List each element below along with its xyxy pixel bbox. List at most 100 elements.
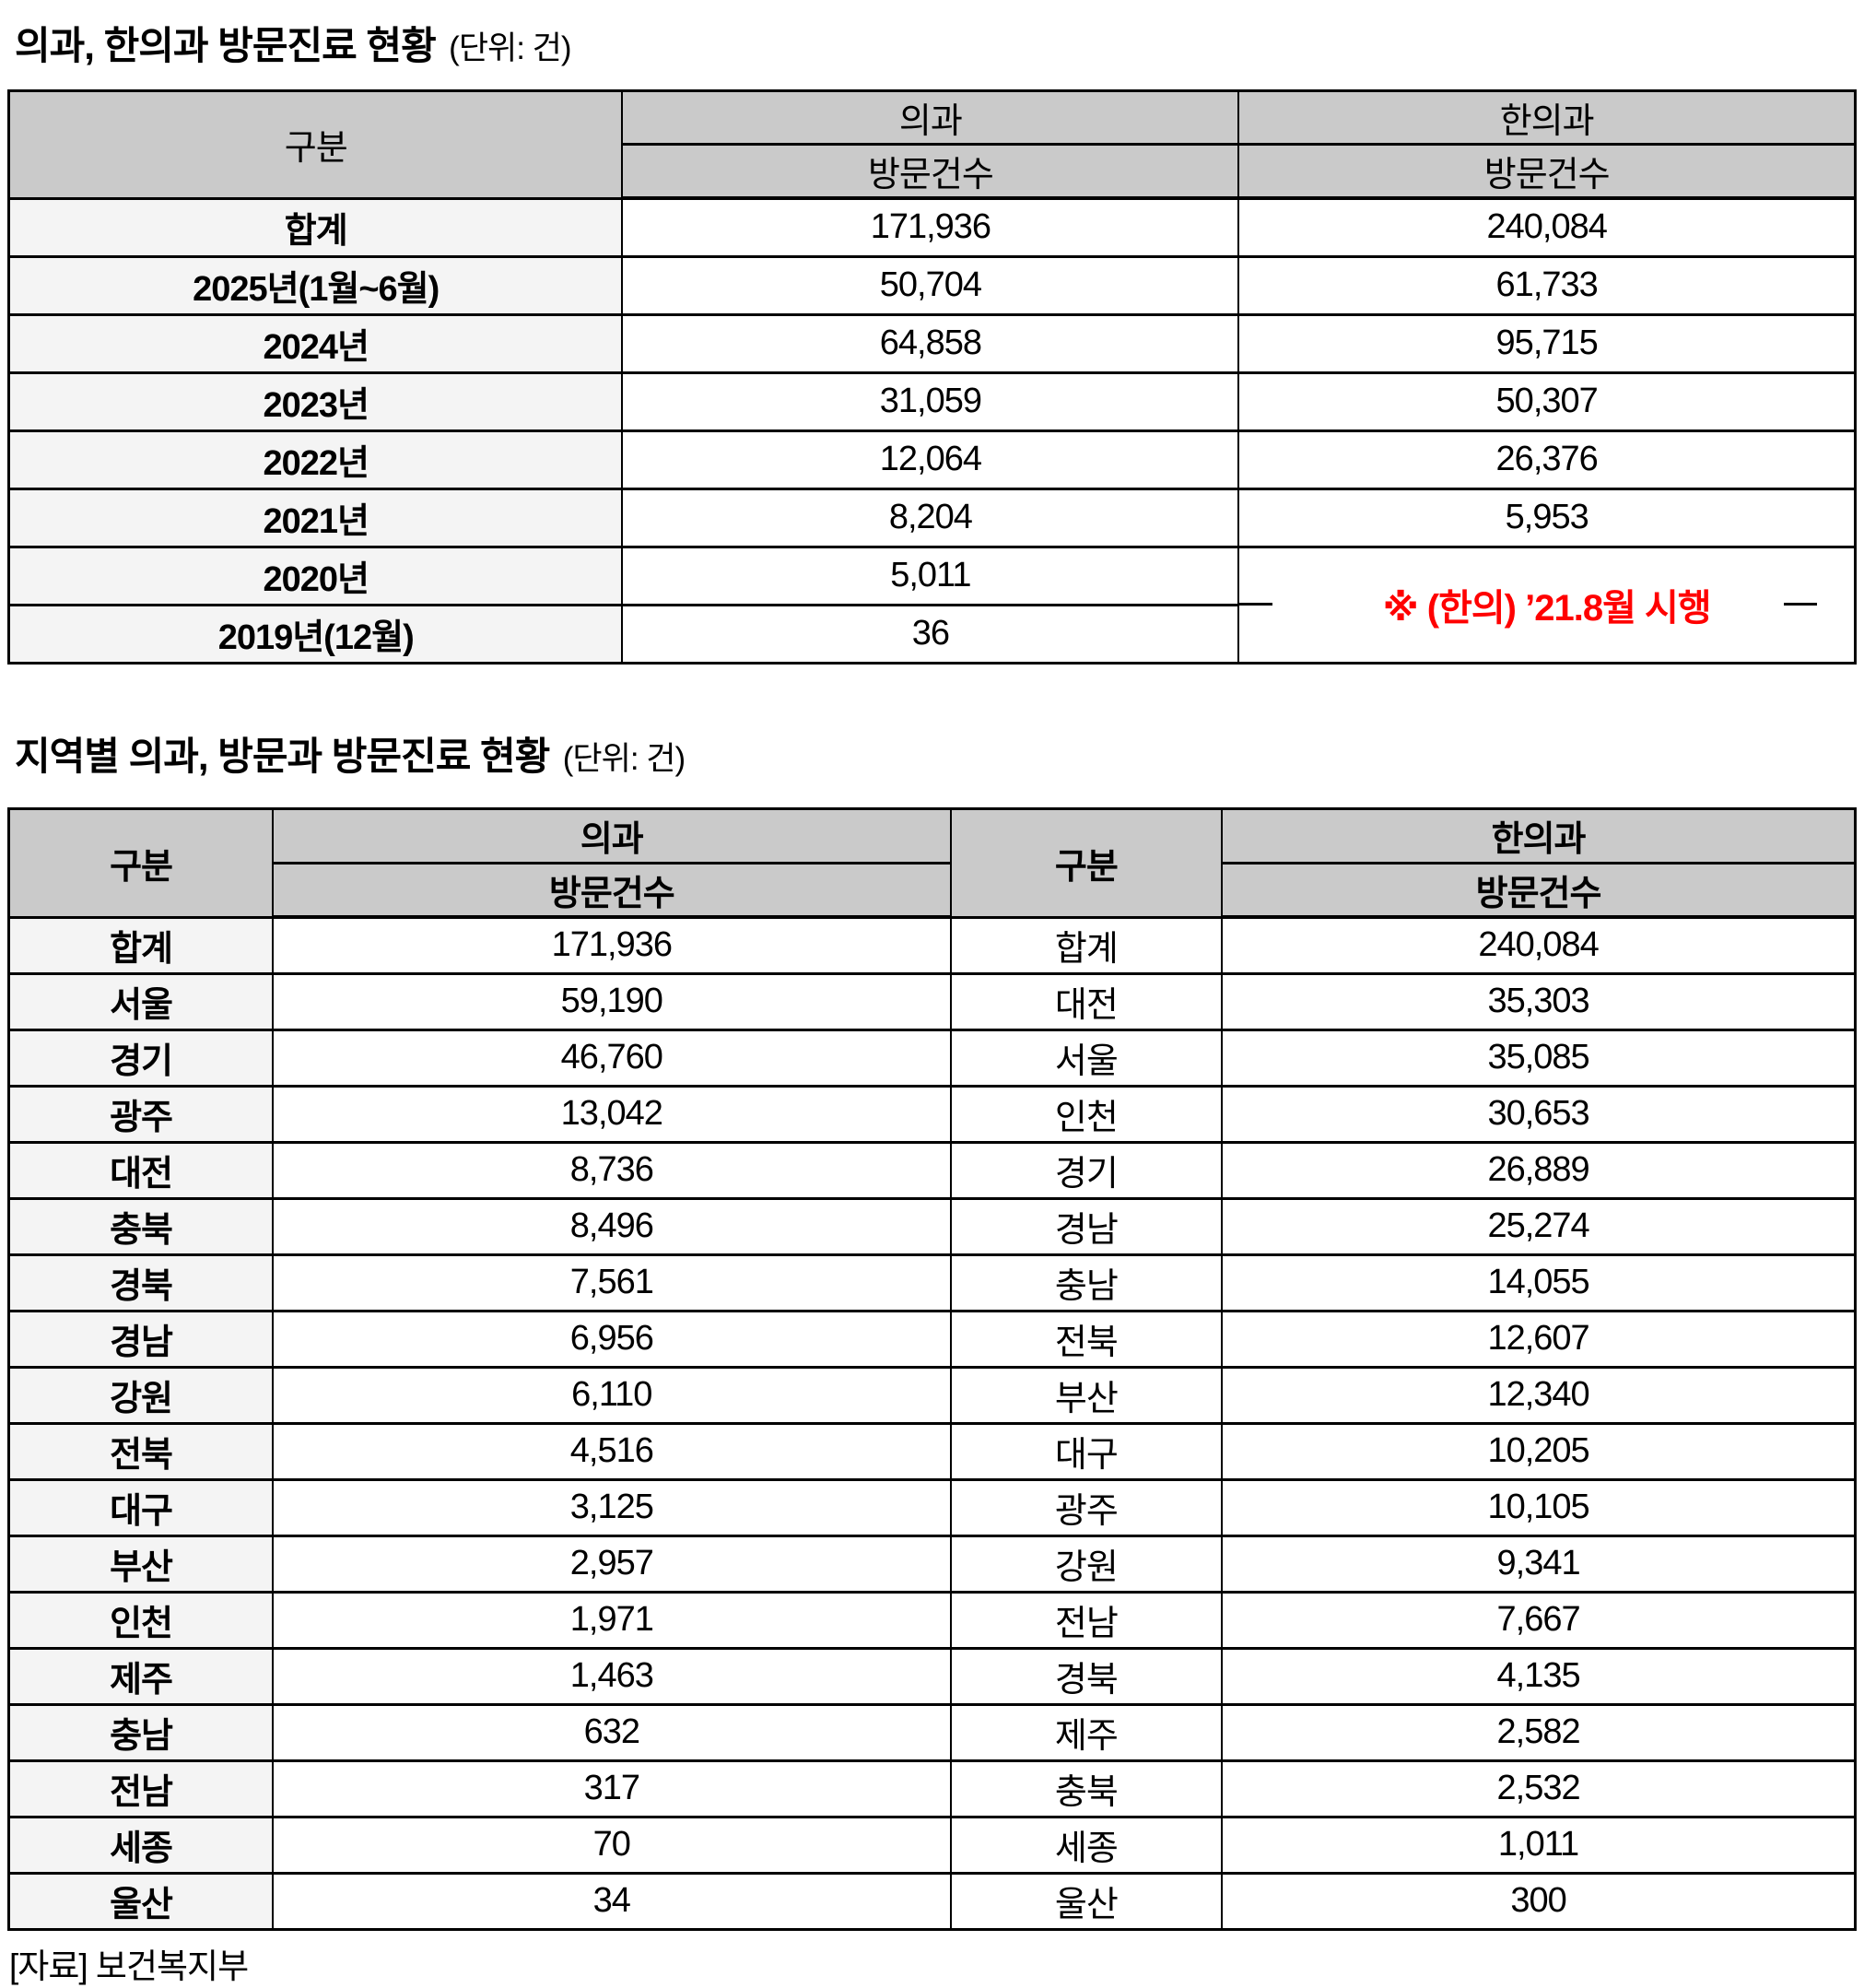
- yearly-visits-table-body: 합계 171,936 240,084 2025년(1월~6월) 50,704 61,733…: [7, 196, 1857, 665]
- medical-visit-count: 46,760: [272, 1028, 952, 1088]
- table-row: 전남 317 충북 2,532: [7, 1759, 1857, 1818]
- subheader-row: 방문건수 방문건수: [9, 143, 1857, 200]
- region-label-oriental: 서울: [949, 1028, 1224, 1088]
- oriental-visit-count: 1,011: [1221, 1815, 1857, 1875]
- oriental-visit-count: 5,953: [1237, 487, 1857, 548]
- region-label-oriental: 충북: [949, 1759, 1224, 1818]
- row-label: 2025년(1월~6월): [7, 254, 624, 316]
- medical-visit-count: 34: [272, 1871, 952, 1931]
- region-label-oriental: 합계: [949, 915, 1224, 975]
- yearly-visits-table: 구분 의과 한의과 방문건수 방문건수 합계 171,936 240,084 2025…: [7, 89, 1857, 665]
- region-label-medical: 전남: [7, 1759, 275, 1818]
- oriental-visit-count: 300: [1221, 1871, 1857, 1931]
- row-label: 2021년: [7, 487, 624, 548]
- column-header-oriental: 한의과: [1221, 806, 1857, 865]
- source-note: [자료] 보건복지부: [9, 1947, 249, 1985]
- medical-visit-count: 171,936: [272, 915, 952, 975]
- medical-visit-count: 2,957: [272, 1534, 952, 1594]
- oriental-visit-count: 30,653: [1221, 1084, 1857, 1144]
- oriental-visit-count: 14,055: [1221, 1253, 1857, 1312]
- oriental-visit-count: 95,715: [1237, 312, 1857, 374]
- oriental-visit-count: 35,085: [1221, 1028, 1857, 1088]
- table-row: 부산 2,957 강원 9,341: [7, 1534, 1857, 1594]
- table-row: 전북 4,516 대구 10,205: [7, 1421, 1857, 1481]
- oriental-visit-count: 2,582: [1221, 1702, 1857, 1762]
- table-row: 충북 8,496 경남 25,274: [7, 1196, 1857, 1256]
- row-label: 합계: [7, 196, 624, 258]
- table-row: 강원 6,110 부산 12,340: [7, 1365, 1857, 1425]
- oriental-visit-count: 240,084: [1221, 915, 1857, 975]
- oriental-visit-count: 26,889: [1221, 1140, 1857, 1200]
- region-label-medical: 충남: [7, 1702, 275, 1762]
- region-label-medical: 대전: [7, 1140, 275, 1200]
- region-label-oriental: 강원: [949, 1534, 1224, 1594]
- table-row: 서울 59,190 대전 35,303: [7, 971, 1857, 1031]
- medical-visit-count: 632: [272, 1702, 952, 1762]
- note-dash-left: [1240, 603, 1273, 606]
- medical-visit-count: 8,204: [621, 487, 1240, 548]
- note-dash-right: [1784, 603, 1817, 606]
- table-row: 대구 3,125 광주 10,105: [7, 1477, 1857, 1537]
- medical-visit-count: 8,736: [272, 1140, 952, 1200]
- region-label-medical: 부산: [7, 1534, 275, 1594]
- medical-visit-count: 7,561: [272, 1253, 952, 1312]
- table-row: 제주 1,463 경북 4,135: [7, 1646, 1857, 1706]
- table1-title-text: 의과, 한의과 방문진료 현황: [15, 24, 437, 67]
- column-header-group-left: 구분: [7, 806, 275, 919]
- subheader-oriental-visits: 방문건수: [1221, 861, 1857, 919]
- oriental-visit-count: 26,376: [1237, 429, 1857, 490]
- header-row: 구분 의과 구분 한의과: [7, 806, 1857, 919]
- medical-visit-count: 59,190: [272, 971, 952, 1031]
- table2-title: 지역별 의과, 방문과 방문진료 현황 (단위: 건): [15, 725, 1857, 782]
- oriental-visit-count: 4,135: [1221, 1646, 1857, 1706]
- region-label-medical: 전북: [7, 1421, 275, 1481]
- region-label-oriental: 대구: [949, 1421, 1224, 1481]
- region-label-medical: 인천: [7, 1590, 275, 1650]
- region-label-medical: 제주: [7, 1646, 275, 1706]
- column-header-group: 구분: [7, 89, 624, 200]
- table-row: 울산 34 울산 300: [7, 1871, 1857, 1931]
- medical-visit-count: 50,704: [621, 254, 1240, 316]
- oriental-visit-count: 12,340: [1221, 1365, 1857, 1425]
- column-header-oriental: 한의과: [1237, 89, 1857, 146]
- subheader-row: 방문건수 방문건수: [9, 861, 1857, 919]
- region-label-oriental: 인천: [949, 1084, 1224, 1144]
- region-label-medical: 강원: [7, 1365, 275, 1425]
- row-label: 2020년: [7, 545, 624, 606]
- regional-visits-table-header: 구분 의과 구분 한의과 방문건수 방문건수: [7, 806, 1857, 919]
- oriental-visit-count: 240,084: [1237, 196, 1857, 258]
- table1-title: 의과, 한의과 방문진료 현황 (단위: 건): [15, 15, 1857, 71]
- subheader-medical-visits: 방문건수: [272, 861, 952, 919]
- region-label-medical: 경남: [7, 1309, 275, 1369]
- medical-visit-count: 64,858: [621, 312, 1240, 374]
- region-label-medical: 경북: [7, 1253, 275, 1312]
- subheader-medical-visits: 방문건수: [621, 143, 1240, 200]
- table-row: 2022년 12,064 26,376: [7, 429, 1857, 490]
- table-row: 2020년 5,011 ※ (한의) ’21.8월 시행: [7, 545, 1857, 665]
- yearly-visits-table-header: 구분 의과 한의과 방문건수 방문건수: [7, 89, 1857, 200]
- medical-visit-count: 13,042: [272, 1084, 952, 1144]
- region-label-medical: 세종: [7, 1815, 275, 1875]
- oriental-visit-count: 10,205: [1221, 1421, 1857, 1481]
- table-row: 2021년 8,204 5,953: [7, 487, 1857, 548]
- oriental-visit-count: 7,667: [1221, 1590, 1857, 1650]
- region-label-oriental: 경남: [949, 1196, 1224, 1256]
- region-label-medical: 서울: [7, 971, 275, 1031]
- region-label-medical: 경기: [7, 1028, 275, 1088]
- table-row: 충남 632 제주 2,582: [7, 1702, 1857, 1762]
- oriental-visit-count: 50,307: [1237, 371, 1857, 432]
- medical-visit-count: 1,463: [272, 1646, 952, 1706]
- medical-visit-count: 5,011: [621, 545, 1240, 606]
- table-row: 대전 8,736 경기 26,889: [7, 1140, 1857, 1200]
- table2-title-text: 지역별 의과, 방문과 방문진료 현황: [15, 734, 550, 778]
- medical-visit-count: 4,516: [272, 1421, 952, 1481]
- region-label-oriental: 울산: [949, 1871, 1224, 1931]
- table-row: 인천 1,971 전남 7,667: [7, 1590, 1857, 1650]
- region-label-medical: 충북: [7, 1196, 275, 1256]
- regional-visits-table-body: 합계 171,936 합계 240,084 서울 59,190 대전 35,303 경기 46,7…: [7, 915, 1857, 1931]
- oriental-visit-count: 12,607: [1221, 1309, 1857, 1369]
- table-row: 합계 171,936 합계 240,084: [7, 915, 1857, 975]
- row-label: 2019년(12월): [7, 603, 624, 665]
- medical-visit-count: 36: [621, 603, 1240, 665]
